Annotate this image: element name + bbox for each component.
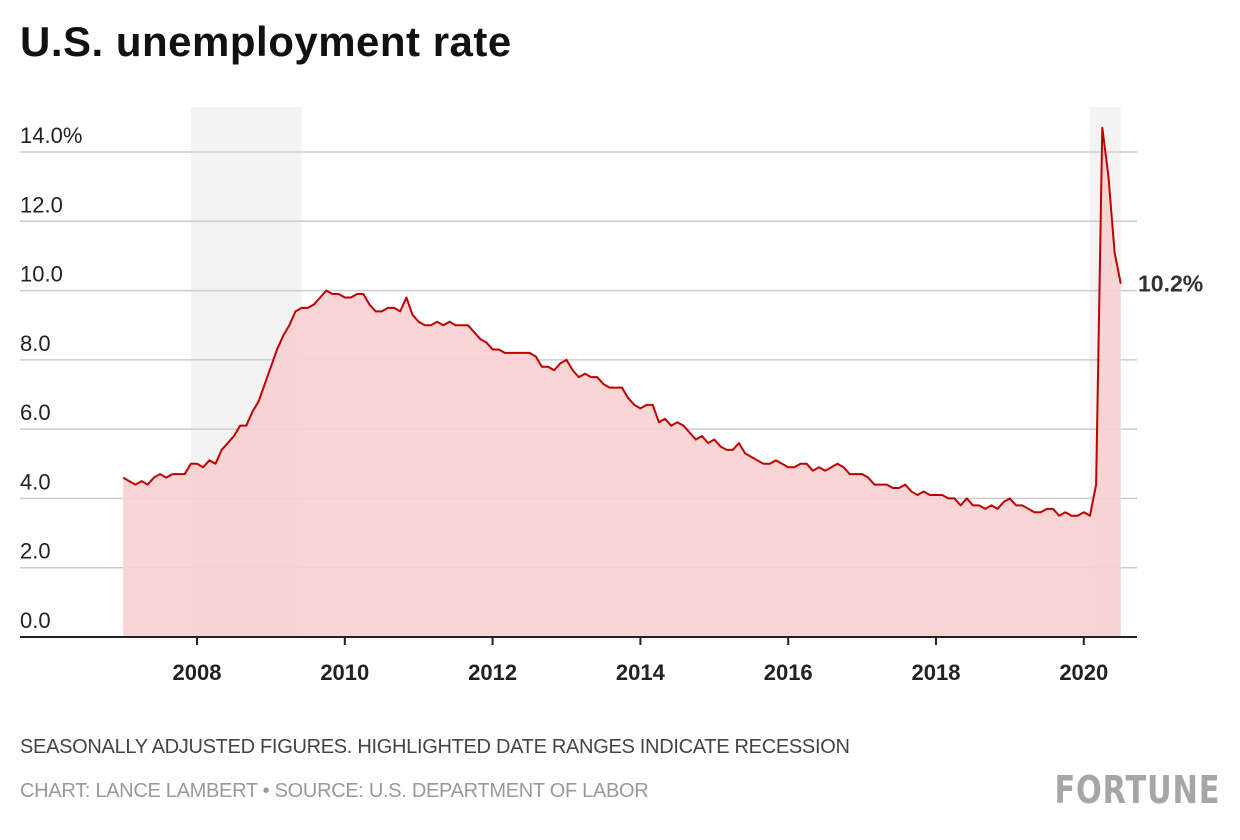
end-value-label: 10.2% — [1138, 271, 1203, 297]
y-tick-label: 4.0 — [20, 469, 51, 494]
y-tick-label: 10.0 — [20, 262, 63, 287]
x-tick-label: 2012 — [468, 660, 517, 685]
chart-note: SEASONALLY ADJUSTED FIGURES. HIGHLIGHTED… — [20, 736, 850, 758]
unemployment-chart: 0.0 2.0 4.0 6.0 8.0 10.0 12.0 14.0% 2008 2010 2012… — [20, 107, 1203, 685]
y-tick-label: 14.0% — [20, 123, 82, 148]
x-tick-label: 2014 — [616, 660, 666, 685]
x-tick-label: 2018 — [912, 660, 961, 685]
y-tick-label: 8.0 — [20, 331, 51, 356]
y-tick-label: 6.0 — [20, 400, 51, 425]
x-tick-label: 2016 — [764, 660, 813, 685]
x-tick-label: 2010 — [320, 660, 369, 685]
y-tick-label: 12.0 — [20, 192, 63, 217]
y-tick-label: 0.0 — [20, 608, 51, 633]
area-fill — [123, 127, 1121, 637]
x-tick-label: 2008 — [173, 660, 222, 685]
x-tick-label: 2020 — [1059, 660, 1108, 685]
chart-source: CHART: LANCE LAMBERT • SOURCE: U.S. DEPA… — [20, 780, 649, 802]
y-tick-label: 2.0 — [20, 539, 51, 564]
chart-title: U.S. unemployment rate — [20, 18, 512, 65]
fortune-logo: FORTUNE — [1054, 768, 1220, 812]
